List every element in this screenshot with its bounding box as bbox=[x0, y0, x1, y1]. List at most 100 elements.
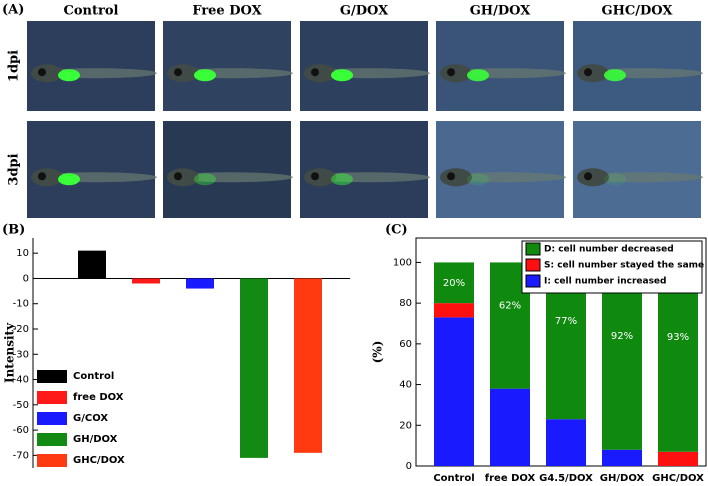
x-tick-label: Control bbox=[433, 473, 474, 484]
y-tick-label: -50 bbox=[13, 400, 29, 411]
legend-swatch bbox=[37, 391, 67, 404]
legend-box bbox=[521, 240, 703, 294]
fish-eye bbox=[447, 68, 455, 77]
bar bbox=[132, 278, 160, 284]
fish-body bbox=[579, 172, 703, 183]
legend-label: G/COX bbox=[73, 413, 108, 424]
y-tick-label: 100 bbox=[393, 257, 412, 268]
fluorescence bbox=[467, 173, 489, 186]
y-tick-label: 10 bbox=[16, 248, 29, 259]
panel-label: (B) bbox=[2, 223, 25, 238]
value-label: 93% bbox=[667, 332, 689, 343]
fish-head bbox=[31, 168, 63, 187]
legend-label: I: cell number increased bbox=[544, 277, 666, 287]
bar-segment bbox=[658, 451, 698, 466]
legend-swatch bbox=[37, 454, 67, 467]
panel-label: (A) bbox=[2, 3, 24, 18]
y-axis-label: Intensity bbox=[3, 322, 17, 383]
y-tick-label: -10 bbox=[13, 299, 29, 310]
fluorescence bbox=[194, 69, 216, 82]
bar bbox=[186, 278, 214, 289]
y-tick-label: 80 bbox=[399, 298, 412, 309]
column-label: G/DOX bbox=[340, 4, 389, 19]
fish-eye bbox=[311, 68, 319, 77]
column-label: GHC/DOX bbox=[602, 4, 674, 19]
fish-head bbox=[167, 64, 199, 83]
fluorescence bbox=[58, 173, 80, 186]
fish-head bbox=[440, 64, 472, 83]
fish-head bbox=[167, 168, 199, 187]
bar-segment bbox=[434, 303, 474, 318]
bar-segment bbox=[490, 388, 530, 466]
bar bbox=[240, 278, 268, 458]
y-axis-label: (%) bbox=[371, 341, 385, 364]
bar-segment bbox=[546, 419, 586, 466]
bar-segment bbox=[602, 262, 642, 450]
column-label: Control bbox=[64, 4, 119, 19]
column-label: GH/DOX bbox=[470, 4, 532, 19]
column-label: Free DOX bbox=[192, 4, 262, 19]
y-tick-label: -70 bbox=[13, 450, 29, 461]
fish-body bbox=[306, 172, 430, 183]
fluorescence bbox=[331, 173, 353, 186]
x-tick-label: GHC/DOX bbox=[652, 473, 704, 484]
fish-head bbox=[577, 64, 609, 83]
y-tick-label: -40 bbox=[13, 375, 29, 386]
bar-segment bbox=[658, 262, 698, 452]
fish-eye bbox=[174, 68, 182, 77]
fluorescence bbox=[194, 173, 216, 186]
fish-eye bbox=[311, 172, 319, 181]
fish-body bbox=[442, 172, 566, 183]
fluorescence bbox=[58, 69, 80, 82]
legend-label: Control bbox=[73, 371, 114, 382]
x-tick-label: free DOX bbox=[485, 473, 536, 484]
fish-head bbox=[577, 168, 609, 187]
fish-body bbox=[169, 172, 293, 183]
row-label: 3dpi bbox=[7, 153, 22, 185]
legend-label: D: cell number decreased bbox=[544, 245, 674, 255]
fish-eye bbox=[38, 172, 46, 181]
fish-eye bbox=[38, 68, 46, 77]
fish-head bbox=[304, 64, 336, 83]
legend-swatch bbox=[525, 274, 541, 288]
x-tick-label: G4.5/DOX bbox=[539, 473, 593, 484]
fish-head bbox=[440, 168, 472, 187]
x-tick-label: GH/DOX bbox=[600, 473, 645, 484]
y-tick-label: -20 bbox=[13, 324, 29, 335]
legend-label: GH/DOX bbox=[73, 434, 118, 445]
legend-label: GHC/DOX bbox=[73, 455, 125, 466]
legend-swatch bbox=[525, 258, 541, 272]
fish-head bbox=[31, 64, 63, 83]
fish-head bbox=[304, 168, 336, 187]
legend-swatch bbox=[37, 433, 67, 446]
row-label: 1dpi bbox=[7, 50, 22, 82]
y-tick-label: -60 bbox=[13, 425, 29, 436]
legend-swatch bbox=[525, 242, 541, 256]
bar-segment bbox=[602, 449, 642, 466]
legend-swatch bbox=[37, 412, 67, 425]
y-tick-label: 60 bbox=[399, 339, 412, 350]
bar-segment bbox=[434, 317, 474, 466]
fish-eye bbox=[174, 172, 182, 181]
y-tick-label: 0 bbox=[23, 273, 29, 284]
y-tick-label: 20 bbox=[399, 420, 412, 431]
fluorescence bbox=[604, 69, 626, 82]
bar bbox=[78, 250, 106, 279]
bar bbox=[294, 278, 322, 453]
y-tick-label: -30 bbox=[13, 349, 29, 360]
fish-eye bbox=[447, 172, 455, 181]
fish-eye bbox=[584, 68, 592, 77]
y-tick-label: 40 bbox=[399, 380, 412, 391]
value-label: 62% bbox=[499, 301, 521, 312]
bar-segment bbox=[434, 262, 474, 304]
value-label: 20% bbox=[443, 278, 465, 289]
fluorescence bbox=[604, 173, 626, 186]
value-label: 77% bbox=[555, 316, 577, 327]
fluorescence bbox=[331, 69, 353, 82]
value-label: 92% bbox=[611, 331, 633, 342]
fluorescence bbox=[467, 69, 489, 82]
y-tick-label: 0 bbox=[406, 461, 412, 472]
panel-label: (C) bbox=[385, 223, 408, 238]
legend-label: S: cell number stayed the same bbox=[544, 261, 704, 271]
